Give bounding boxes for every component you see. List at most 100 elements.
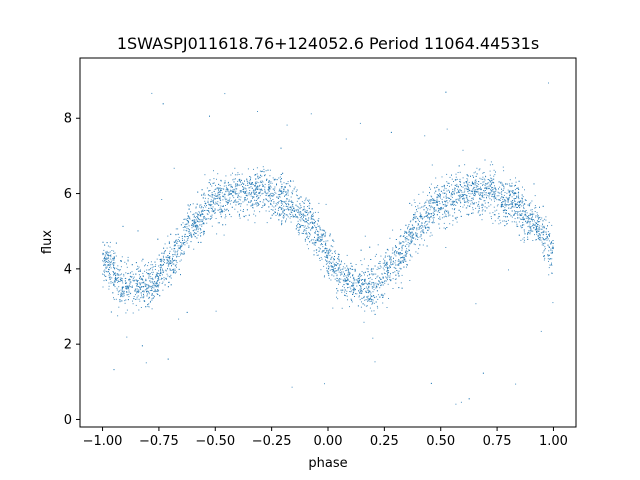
data-point <box>328 266 330 268</box>
data-point <box>106 261 108 263</box>
data-point <box>339 281 341 283</box>
data-point <box>335 252 336 254</box>
data-point <box>317 211 319 213</box>
data-point <box>324 248 326 250</box>
data-point <box>164 262 165 264</box>
data-point <box>453 193 455 195</box>
data-point <box>300 211 302 212</box>
data-point <box>488 205 490 207</box>
data-point <box>105 259 107 261</box>
data-point <box>216 198 218 199</box>
data-point <box>196 218 198 220</box>
data-point <box>243 191 245 193</box>
data-point <box>225 175 227 177</box>
data-point <box>338 280 340 282</box>
data-point <box>395 239 397 240</box>
data-point <box>183 229 185 231</box>
data-point <box>269 188 271 190</box>
data-point <box>392 247 394 249</box>
data-point <box>195 212 197 214</box>
data-point <box>503 186 505 188</box>
data-point <box>462 195 464 197</box>
data-point <box>304 225 306 227</box>
data-point <box>193 220 195 222</box>
data-point <box>500 197 502 199</box>
data-point <box>508 204 510 206</box>
data-point <box>362 279 364 280</box>
data-point <box>522 238 524 240</box>
data-point <box>522 224 523 226</box>
data-point <box>126 309 128 311</box>
data-point <box>337 257 339 259</box>
data-point <box>518 211 520 212</box>
data-point <box>148 285 150 287</box>
data-point <box>252 191 254 193</box>
data-point <box>358 296 360 298</box>
data-point <box>543 244 545 246</box>
data-point <box>200 204 202 206</box>
data-point <box>264 186 266 188</box>
data-point <box>402 260 404 262</box>
data-point <box>162 268 163 270</box>
data-point <box>287 192 289 194</box>
data-point <box>282 192 284 194</box>
data-point <box>147 273 149 275</box>
data-point <box>519 213 521 215</box>
data-point <box>136 298 138 300</box>
data-point <box>489 194 490 196</box>
data-point <box>299 208 301 210</box>
data-point <box>369 246 371 248</box>
data-point <box>398 253 400 255</box>
data-point <box>189 235 190 236</box>
data-point <box>437 185 439 186</box>
data-point <box>109 278 111 280</box>
data-point <box>147 287 149 289</box>
data-point <box>538 229 540 231</box>
data-point <box>496 199 498 201</box>
data-point <box>139 282 141 284</box>
data-point <box>187 204 189 206</box>
data-point <box>301 232 303 234</box>
data-point <box>520 218 521 220</box>
data-point <box>105 261 107 262</box>
data-point <box>220 205 222 207</box>
data-point <box>211 214 213 216</box>
data-point <box>543 232 545 234</box>
data-point <box>225 191 227 193</box>
data-point <box>103 263 105 265</box>
data-point <box>114 279 116 281</box>
data-point <box>433 209 435 211</box>
data-point <box>114 281 116 283</box>
data-point <box>148 298 150 299</box>
data-point <box>121 256 123 258</box>
data-point <box>422 230 424 232</box>
data-point <box>107 252 109 254</box>
data-point <box>112 282 114 284</box>
data-point <box>486 197 487 199</box>
data-point <box>401 249 403 251</box>
data-point <box>198 214 200 216</box>
data-point <box>276 184 277 186</box>
data-point <box>152 278 154 280</box>
data-point <box>291 193 293 195</box>
data-point <box>288 209 290 211</box>
data-point <box>165 262 167 264</box>
data-point <box>515 212 517 214</box>
data-point <box>181 237 183 239</box>
data-point <box>534 195 536 197</box>
data-point <box>245 184 247 186</box>
data-point <box>349 291 351 292</box>
data-point <box>306 227 308 229</box>
data-point <box>105 251 107 253</box>
data-point <box>113 250 115 252</box>
data-point <box>371 286 373 287</box>
data-point <box>142 279 144 281</box>
data-point <box>126 287 128 289</box>
data-point <box>196 226 198 228</box>
data-point <box>195 228 197 230</box>
data-point <box>507 198 509 200</box>
data-point <box>282 216 284 218</box>
data-point <box>512 190 514 192</box>
data-point <box>248 194 250 196</box>
data-point <box>503 220 505 222</box>
